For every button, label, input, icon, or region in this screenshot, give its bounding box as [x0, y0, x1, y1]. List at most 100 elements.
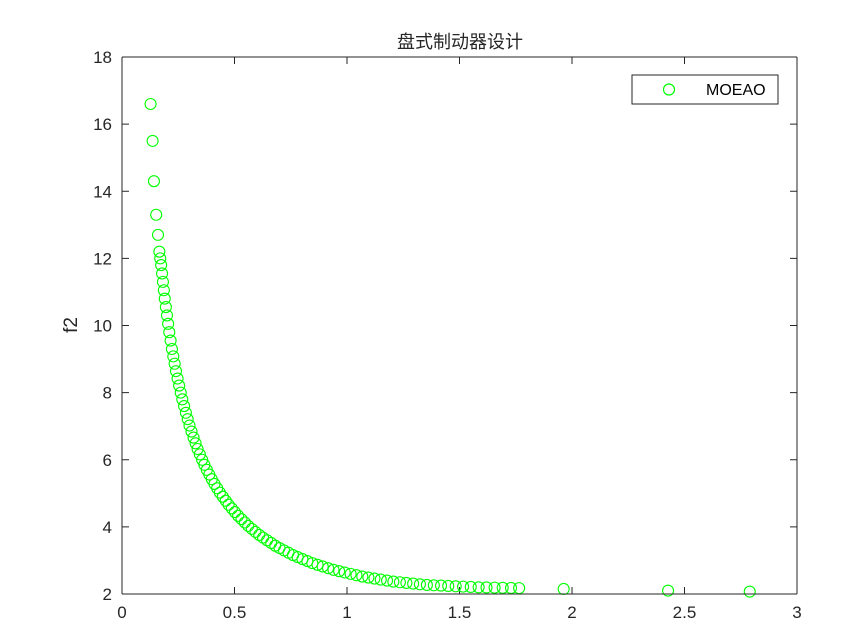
- x-tick-label: 1: [342, 603, 351, 622]
- data-point: [356, 570, 369, 583]
- data-points: [144, 97, 756, 598]
- data-point: [235, 513, 248, 526]
- data-point: [393, 576, 406, 589]
- x-tick-label: 0.5: [223, 603, 247, 622]
- data-point: [225, 502, 238, 515]
- data-point: [434, 579, 448, 592]
- data-point: [333, 565, 346, 578]
- data-point: [189, 437, 202, 450]
- x-tick-label: 2.5: [673, 603, 697, 622]
- data-point: [311, 558, 324, 571]
- data-point: [174, 386, 187, 399]
- data-point: [213, 486, 226, 499]
- data-point: [179, 406, 192, 419]
- data-point: [169, 365, 183, 378]
- legend-box: [631, 74, 779, 105]
- data-point: [160, 309, 174, 322]
- legend-label: MOEAO: [706, 82, 766, 99]
- data-point: [222, 498, 235, 511]
- data-point: [242, 519, 255, 532]
- data-point: [150, 208, 163, 221]
- y-axis: 2 4 6 8 10 12 14 16 18: [93, 48, 797, 604]
- data-point: [164, 334, 177, 347]
- data-point: [154, 252, 167, 265]
- data-point: [504, 581, 518, 595]
- legend: MOEAO: [631, 74, 779, 105]
- data-point: [163, 326, 176, 339]
- data-point: [167, 350, 180, 363]
- data-point: [457, 580, 470, 593]
- data-point: [449, 580, 462, 593]
- data-point: [374, 573, 387, 586]
- data-point: [151, 228, 165, 241]
- data-point: [420, 578, 433, 591]
- data-point: [146, 134, 159, 147]
- x-axis: 0 0.5 1 1.5 2 2.5 3: [117, 57, 802, 622]
- chart-title: 盘式制动器设计: [397, 32, 523, 53]
- data-point: [496, 581, 509, 594]
- data-point: [400, 576, 413, 589]
- data-point: [181, 413, 194, 426]
- data-point: [344, 567, 357, 580]
- legend-marker: [662, 83, 676, 96]
- data-point: [362, 571, 375, 584]
- data-point: [350, 569, 363, 582]
- data-point: [168, 357, 181, 370]
- data-point: [743, 585, 756, 598]
- data-point: [238, 516, 251, 529]
- data-point: [219, 494, 232, 507]
- data-point: [228, 506, 241, 519]
- data-point: [387, 575, 400, 588]
- x-tick-label: 2: [567, 603, 576, 622]
- x-tick-label: 0: [117, 603, 126, 622]
- y-tick-label: 6: [103, 451, 112, 470]
- x-tick-label: 1.5: [448, 603, 472, 622]
- data-point: [159, 300, 172, 314]
- data-point: [191, 442, 204, 456]
- y-axis-label: f2: [61, 317, 82, 333]
- data-point: [413, 578, 426, 591]
- data-point: [171, 372, 184, 385]
- data-point: [178, 399, 191, 413]
- data-point: [165, 342, 178, 356]
- data-point: [662, 584, 675, 597]
- data-point: [232, 509, 245, 522]
- data-point: [173, 379, 186, 392]
- data-point: [185, 425, 198, 438]
- x-tick-label: 3: [792, 603, 801, 622]
- y-tick-label: 12: [93, 249, 112, 268]
- data-point: [442, 579, 455, 592]
- data-point: [472, 581, 485, 594]
- data-point: [155, 259, 168, 272]
- data-point: [156, 267, 169, 280]
- data-point: [144, 97, 157, 111]
- data-point: [158, 292, 171, 305]
- data-point: [183, 419, 196, 432]
- data-point: [327, 563, 340, 576]
- y-tick-label: 14: [93, 182, 112, 201]
- data-point: [187, 431, 200, 444]
- data-point: [157, 284, 170, 297]
- data-point: [427, 579, 440, 592]
- data-point: [176, 393, 189, 406]
- data-point: [193, 448, 206, 461]
- data-point: [488, 581, 501, 594]
- data-point: [380, 574, 394, 587]
- plot-area: [122, 57, 797, 594]
- data-point: [216, 490, 229, 503]
- data-point: [316, 560, 329, 573]
- data-point: [480, 581, 493, 594]
- y-tick-label: 8: [103, 384, 112, 403]
- y-tick-label: 16: [93, 115, 112, 134]
- y-tick-label: 4: [103, 518, 112, 537]
- data-point: [464, 580, 477, 594]
- data-point: [368, 572, 381, 585]
- y-tick-label: 10: [93, 317, 112, 336]
- data-point: [249, 525, 262, 538]
- data-point: [338, 566, 351, 579]
- data-point: [162, 317, 175, 330]
- data-point: [153, 245, 166, 258]
- data-point: [147, 175, 160, 188]
- data-point: [322, 562, 335, 575]
